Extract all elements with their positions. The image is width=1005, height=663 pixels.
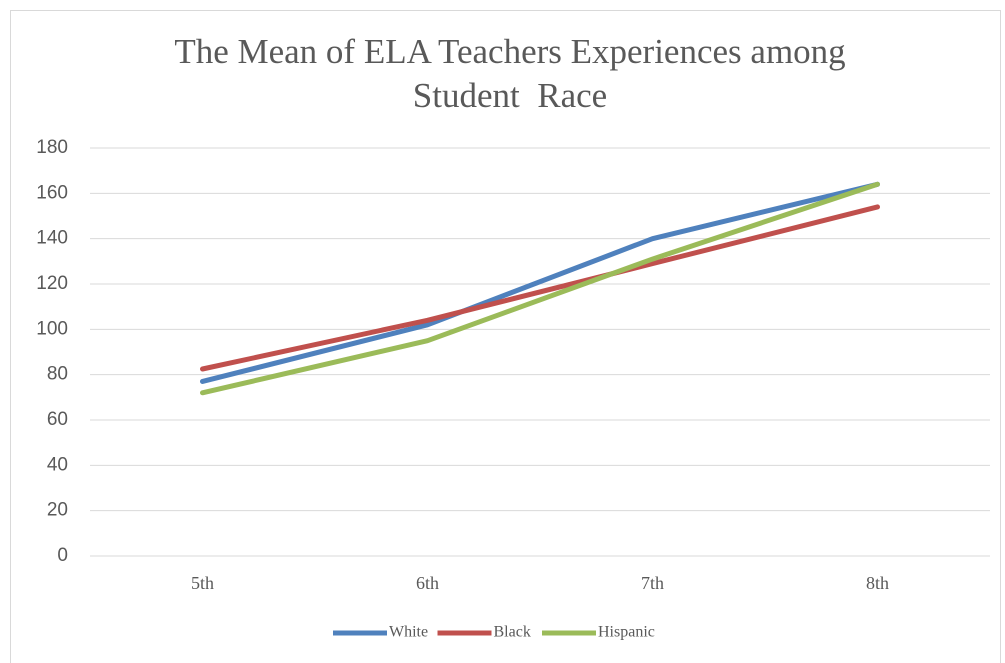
chart-border	[10, 10, 1001, 663]
legend-label: Black	[494, 624, 531, 641]
y-tick-label: 140	[36, 228, 68, 249]
y-tick-label: 120	[36, 273, 68, 294]
y-tick-label: 40	[47, 454, 68, 475]
y-tick-label: 20	[47, 500, 68, 521]
x-tick-label: 5th	[191, 573, 214, 593]
series-line	[200, 204, 880, 372]
chart-title: The Mean of ELA Teachers Experiences amo…	[174, 32, 855, 115]
x-tick-label: 7th	[641, 573, 664, 593]
legend-label: Hispanic	[598, 624, 655, 641]
y-tick-label: 0	[57, 545, 68, 566]
y-tick-label: 160	[36, 182, 68, 203]
y-tick-label: 60	[47, 409, 68, 430]
y-tick-label: 180	[36, 137, 68, 158]
legend-label: White	[389, 624, 428, 641]
series-line	[200, 181, 880, 384]
y-tick-label: 80	[47, 364, 68, 385]
x-tick-label: 8th	[866, 573, 889, 593]
series-line	[200, 181, 880, 396]
y-tick-label: 100	[36, 318, 68, 339]
x-tick-label: 6th	[416, 573, 439, 593]
